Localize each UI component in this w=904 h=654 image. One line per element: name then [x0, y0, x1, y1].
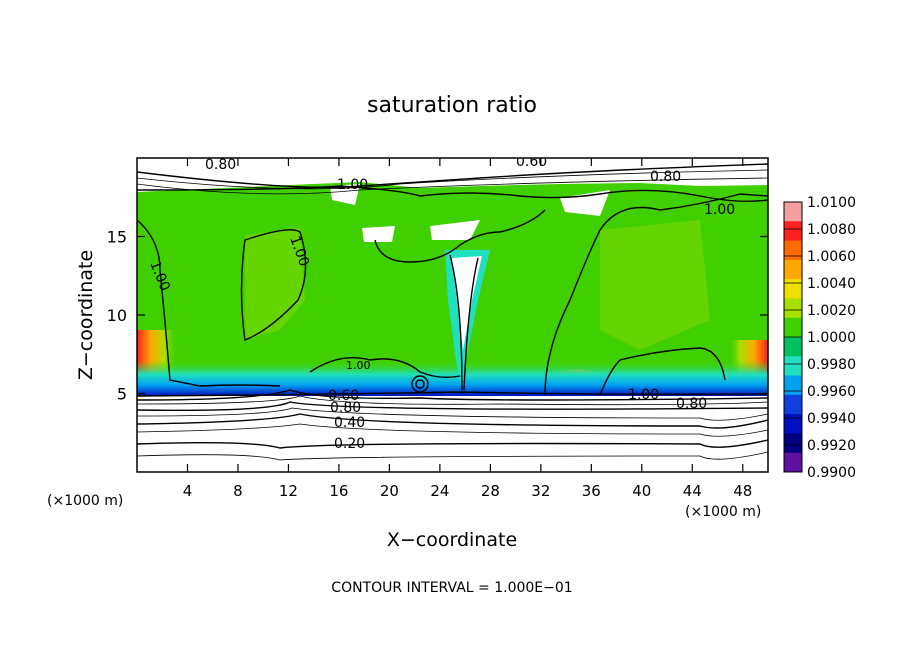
- contour-interval-note: CONTOUR INTERVAL = 1.000E−01: [331, 580, 572, 596]
- contour-label: 0.20: [334, 436, 365, 452]
- contour-line: [599, 193, 768, 231]
- contour-label: 0.40: [334, 415, 365, 431]
- field-bottom-band: [137, 360, 768, 396]
- y-tick-label: 10: [107, 306, 127, 325]
- contour-line: [137, 185, 768, 203]
- x-tick-label: 40: [632, 482, 651, 500]
- contour-line: [411, 375, 429, 393]
- colorbar-label: 1.0100: [807, 195, 856, 211]
- colorbar-swatch: [784, 279, 802, 299]
- contour-line: [137, 391, 768, 397]
- x-tick-label: 12: [279, 482, 298, 500]
- contour-line: [137, 451, 768, 461]
- x-axis: 4 8 12 16 20 24 28 32 36 40 44 48: [183, 158, 752, 500]
- contour-line: [415, 379, 425, 389]
- x-tick-label: 16: [329, 482, 348, 500]
- contour-label: 0.80: [205, 157, 236, 173]
- contour-label: 1.00: [346, 359, 371, 372]
- x-tick-label: 28: [481, 482, 500, 500]
- y-tick-label: 15: [107, 228, 127, 247]
- contour-label: 0.80: [650, 169, 681, 185]
- contour-line: [137, 413, 768, 429]
- x-unit-label-right: (×1000 m): [685, 504, 761, 520]
- colorbar-swatch: [784, 452, 802, 473]
- field-dry-patch: [430, 220, 480, 240]
- plot-area: 0.80 0.60 0.80 1.00 1.00 1.00 1.00 1.00 …: [137, 154, 768, 472]
- x-tick-label: 36: [582, 482, 601, 500]
- colorbar-label: 1.0080: [807, 222, 856, 238]
- colorbar-label: 1.0020: [807, 303, 856, 319]
- y-tick-label: 5: [117, 385, 127, 404]
- x-tick-label: 4: [183, 482, 193, 500]
- colorbar-label: 0.9920: [807, 438, 856, 454]
- x-tick-label: 24: [430, 482, 449, 500]
- contour-line: [137, 389, 768, 401]
- colorbar-swatch: [784, 298, 802, 319]
- field-shading-light: [245, 228, 305, 340]
- colorbar: 1.0100 1.0080 1.0060 1.0040 1.0020 1.0000 0.99…: [783, 195, 856, 481]
- field-updraft-core: [452, 256, 482, 350]
- colorbar-swatch: [784, 317, 802, 338]
- colorbar-swatch: [784, 259, 802, 280]
- contour-line: [599, 347, 726, 396]
- contour-label: 0.60: [328, 388, 359, 404]
- x-tick-label: 48: [733, 482, 752, 500]
- field-dry-patch: [330, 184, 360, 205]
- colorbar-label: 0.9900: [807, 465, 856, 481]
- colorbar-label: 1.0000: [807, 330, 856, 346]
- colorbar-swatch: [784, 240, 802, 261]
- contour-line: [137, 219, 281, 387]
- colorbar-swatch: [784, 394, 802, 415]
- y-axis: 5 10 15: [107, 228, 768, 404]
- colorbar-swatch: [784, 375, 802, 396]
- field-shading-light: [600, 220, 710, 350]
- x-tick-label: 8: [233, 482, 243, 500]
- colorbar-label: 1.0060: [807, 249, 856, 265]
- contour-label: 1.00: [704, 202, 735, 218]
- contour-line: [137, 169, 768, 190]
- colorbar-label: 0.9980: [807, 357, 856, 373]
- contour-line: [449, 254, 479, 391]
- contour-line: [374, 209, 546, 263]
- colorbar-swatch: [784, 337, 802, 357]
- contour-line: [137, 395, 768, 406]
- chart-title: saturation ratio: [367, 93, 537, 118]
- contour-line: [137, 401, 768, 412]
- colorbar-swatch: [784, 356, 802, 377]
- colorbar-swatch: [784, 202, 802, 222]
- contour-lines: [137, 163, 768, 461]
- contour-line: [137, 439, 768, 449]
- colorbar-swatch: [784, 221, 802, 242]
- contour-label: 0.80: [676, 396, 707, 412]
- y-axis-label: Z−coordinate: [75, 250, 97, 380]
- contour-line: [137, 177, 768, 195]
- contour-line: [544, 229, 601, 396]
- contour-label: 1.00: [628, 387, 659, 403]
- x-axis-label: X−coordinate: [387, 529, 517, 551]
- contour-line: [137, 407, 768, 421]
- colorbar-swatch: [784, 414, 802, 434]
- contour-line: [137, 163, 768, 189]
- contour-line: [137, 423, 768, 437]
- x-tick-label: 32: [531, 482, 550, 500]
- contour-line: [240, 229, 307, 341]
- colorbar-label: 0.9960: [807, 384, 856, 400]
- colorbar-label: 1.0040: [807, 276, 856, 292]
- colorbar-swatch: [784, 433, 802, 454]
- contour-label: 1.00: [337, 177, 368, 193]
- colorbar-label: 0.9940: [807, 411, 856, 427]
- x-tick-label: 44: [683, 482, 702, 500]
- x-tick-label: 20: [380, 482, 399, 500]
- x-unit-label: (×1000 m): [47, 493, 123, 509]
- contour-label: 0.80: [330, 400, 361, 416]
- contour-label: 0.60: [516, 154, 547, 170]
- contour-line: [309, 357, 461, 379]
- field-dry-patch: [362, 226, 395, 242]
